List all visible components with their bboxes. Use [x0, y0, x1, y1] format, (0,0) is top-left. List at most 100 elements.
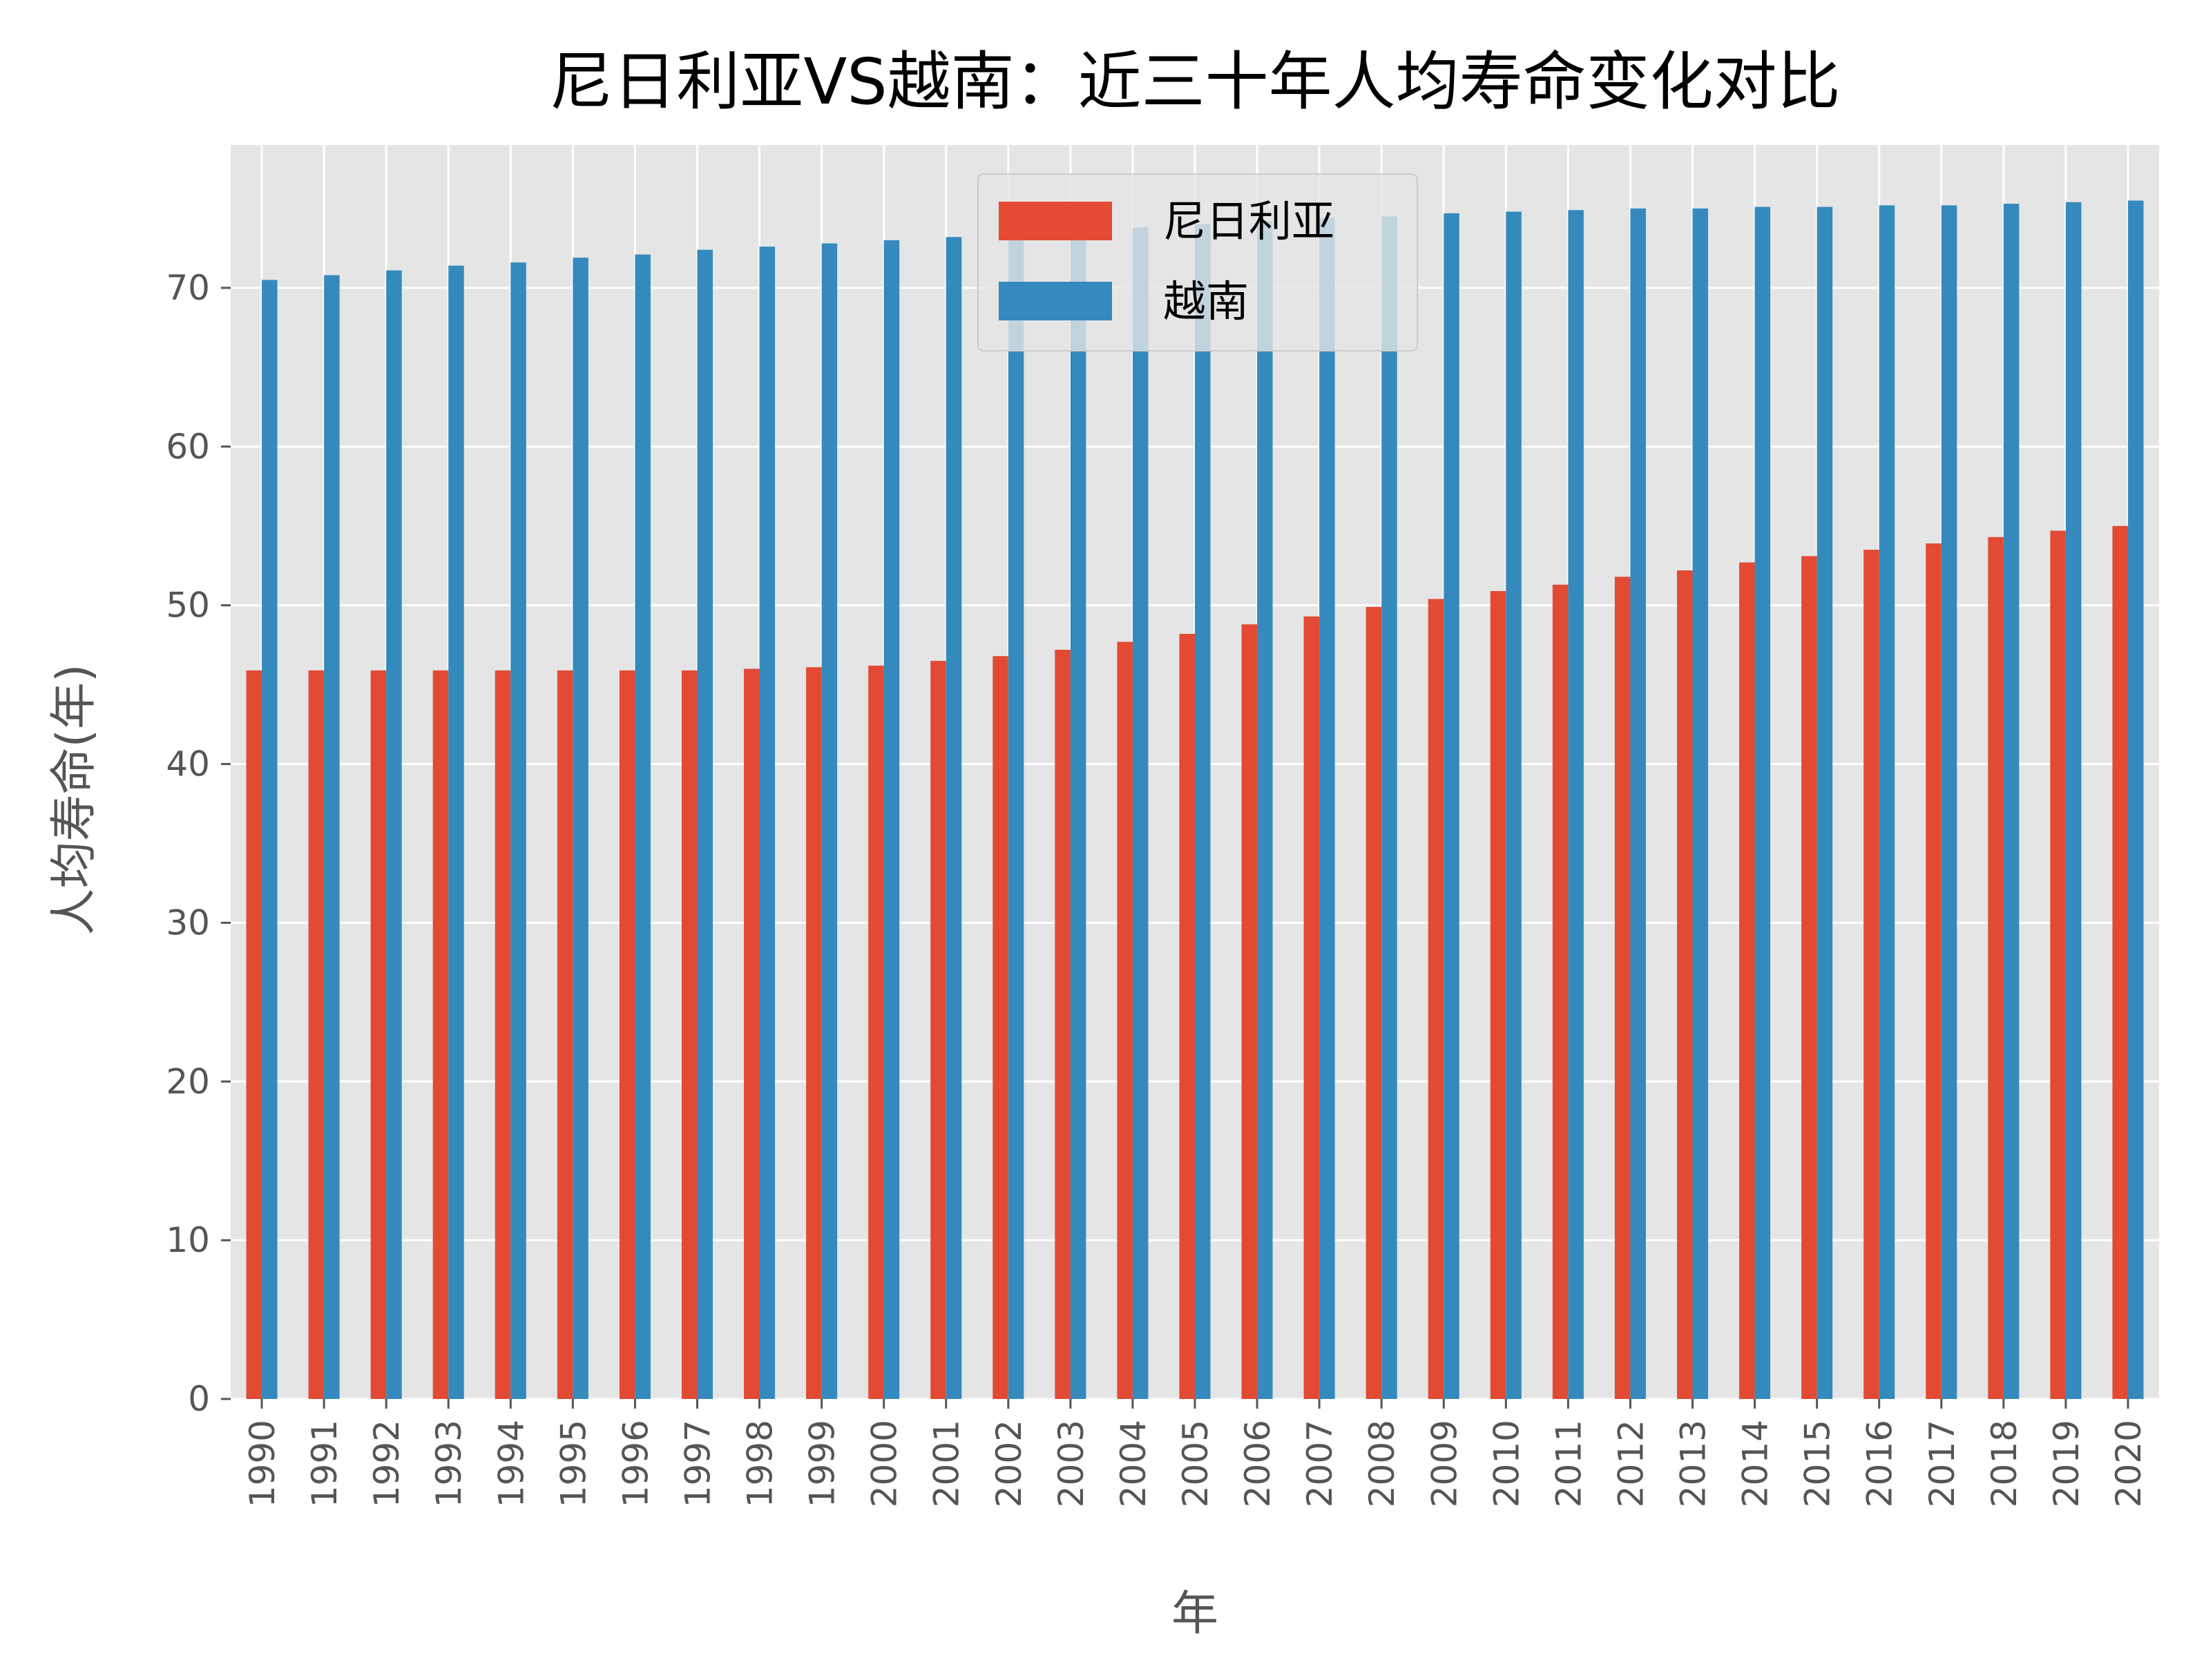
bar-nigeria — [557, 670, 573, 1399]
bar-nigeria — [495, 670, 511, 1399]
legend-swatch-nigeria — [999, 202, 1112, 240]
legend: 尼日利亚 越南 — [977, 173, 1418, 351]
bar-vietnam — [1195, 224, 1211, 1399]
axis-ticks: 0 10 20 30 40 50 60 70 1990 1991 1992 1993 1994 1995 1… — [166, 268, 2149, 1507]
bar-vietnam — [386, 270, 402, 1400]
bar-nigeria — [930, 661, 946, 1399]
bar-nigeria — [1490, 590, 1506, 1399]
bar-vietnam — [1319, 218, 1335, 1400]
y-tick-label: 40 — [166, 744, 210, 784]
y-tick-label: 30 — [166, 902, 210, 943]
x-tick-label: 1993 — [429, 1420, 469, 1507]
x-tick-label: 1994 — [491, 1420, 531, 1507]
bar-vietnam — [759, 247, 776, 1399]
bar-nigeria — [1241, 624, 1258, 1399]
bars — [246, 200, 2144, 1400]
bar-nigeria — [1926, 543, 1942, 1399]
bar-nigeria — [1365, 606, 1382, 1399]
bar-nigeria — [681, 670, 698, 1399]
bar-vietnam — [324, 275, 340, 1399]
bar-vietnam — [1008, 233, 1024, 1399]
bar-vietnam — [2127, 200, 2144, 1399]
x-tick-label: 1995 — [553, 1420, 593, 1507]
y-axis-title: 人均寿命(年) — [47, 664, 102, 935]
bar-nigeria — [1428, 599, 1444, 1399]
bar-vietnam — [573, 258, 588, 1400]
legend-label-vietnam: 越南 — [1163, 276, 1249, 327]
y-tick-label: 20 — [166, 1061, 210, 1101]
bar-nigeria — [1552, 584, 1569, 1399]
x-tick-label: 2010 — [1486, 1420, 1526, 1507]
bar-vietnam — [946, 237, 962, 1400]
x-tick-label: 1992 — [367, 1420, 407, 1507]
x-tick-label: 2018 — [1984, 1420, 2024, 1507]
x-tick-label: 2017 — [1922, 1420, 1962, 1507]
x-tick-label: 2007 — [1300, 1420, 1340, 1507]
x-tick-label: 1998 — [740, 1420, 780, 1507]
bar-vietnam — [821, 243, 838, 1400]
bar-nigeria — [744, 668, 760, 1399]
x-tick-label: 1991 — [305, 1420, 345, 1507]
bar-nigeria — [2050, 530, 2066, 1399]
y-tick-label: 10 — [166, 1220, 210, 1260]
x-tick-label: 2019 — [2047, 1420, 2087, 1507]
y-tick-label: 0 — [188, 1379, 210, 1419]
chart-title: 尼日利亚VS越南：近三十年人均寿命变化对比 — [549, 45, 1840, 119]
bar-nigeria — [1988, 537, 2004, 1399]
y-tick-label: 60 — [166, 427, 210, 467]
bar-vietnam — [1132, 227, 1149, 1399]
bar-nigeria — [246, 670, 262, 1399]
x-tick-label: 2008 — [1362, 1420, 1402, 1507]
x-tick-label: 2005 — [1176, 1420, 1216, 1507]
bar-nigeria — [1055, 649, 1071, 1399]
bar-nigeria — [1179, 634, 1195, 1399]
x-tick-label: 1990 — [242, 1420, 282, 1507]
bar-vietnam — [1817, 206, 1833, 1399]
bar-nigeria — [1801, 556, 1817, 1400]
bar-nigeria — [868, 665, 884, 1399]
bar-vietnam — [1257, 221, 1273, 1399]
x-tick-label: 2014 — [1736, 1420, 1776, 1507]
bar-vietnam — [1941, 205, 1957, 1399]
x-tick-label: 1996 — [615, 1420, 655, 1507]
y-tick-label: 70 — [166, 268, 210, 308]
x-tick-label: 2004 — [1113, 1420, 1153, 1507]
bar-vietnam — [1506, 211, 1522, 1399]
bar-nigeria — [1863, 550, 1879, 1399]
x-tick-label: 2020 — [2109, 1420, 2149, 1507]
x-tick-label: 2000 — [865, 1420, 905, 1507]
bar-nigeria — [308, 670, 325, 1399]
y-tick-label: 50 — [166, 586, 210, 626]
x-tick-label: 2009 — [1424, 1420, 1464, 1507]
x-tick-label: 2003 — [1051, 1420, 1091, 1507]
bar-vietnam — [262, 280, 278, 1400]
x-tick-label: 2011 — [1549, 1420, 1589, 1507]
bar-vietnam — [1754, 206, 1771, 1399]
bar-vietnam — [1070, 231, 1086, 1400]
bar-vietnam — [1568, 210, 1584, 1400]
bar-vietnam — [883, 240, 900, 1399]
bar-nigeria — [2112, 525, 2128, 1399]
bar-nigeria — [1117, 641, 1133, 1399]
bar-vietnam — [2003, 204, 2020, 1399]
bar-vietnam — [635, 254, 651, 1399]
x-tick-label: 2002 — [989, 1420, 1029, 1507]
bar-nigeria — [993, 656, 1008, 1399]
x-tick-label: 2015 — [1798, 1420, 1838, 1507]
x-tick-label: 2013 — [1674, 1420, 1714, 1507]
bar-nigeria — [1303, 616, 1320, 1399]
legend-swatch-vietnam — [999, 282, 1112, 320]
bar-nigeria — [1614, 577, 1631, 1400]
x-tick-label: 2001 — [927, 1420, 967, 1507]
bar-vietnam — [510, 262, 526, 1399]
legend-label-nigeria: 尼日利亚 — [1163, 196, 1334, 247]
bar-vietnam — [448, 265, 464, 1399]
bar-nigeria — [806, 667, 822, 1399]
x-tick-label: 2016 — [1860, 1420, 1900, 1507]
bar-nigeria — [370, 670, 387, 1399]
bar-vietnam — [697, 249, 713, 1400]
bar-vietnam — [1879, 205, 1895, 1399]
bar-nigeria — [1739, 562, 1755, 1399]
